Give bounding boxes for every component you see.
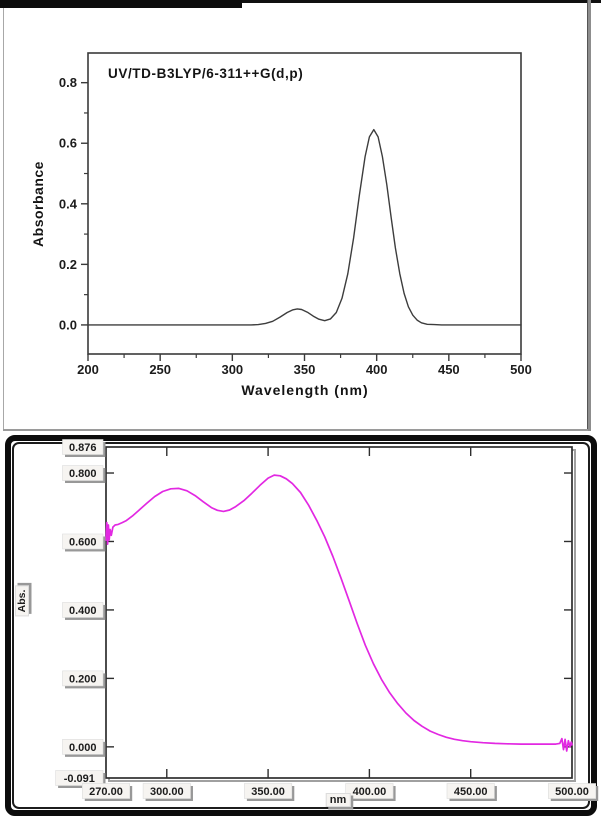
y-tick-label: 0.600 (69, 536, 97, 548)
x-tick-label: 350.00 (251, 786, 285, 798)
x-tick-label-box (446, 783, 495, 799)
y-tick-label: 0.0 (59, 317, 77, 332)
upper-panel-left-border (3, 8, 4, 431)
experimental-plot-box (105, 446, 573, 779)
spectrum-curve (87, 128, 522, 326)
y-tick-label: 0.6 (59, 136, 77, 151)
lower-chart-frame-inner-border (12, 442, 590, 809)
experimental-x-axis-label: nm (325, 793, 351, 807)
y-tick-label-box (62, 465, 104, 481)
y-tick-label-box (62, 602, 104, 618)
x-tick-label: 500 (510, 362, 532, 377)
theoretical-chart-title: UV/TD-B3LYP/6-311++G(d,p) (108, 66, 304, 81)
x-tick-label: 350 (294, 362, 316, 377)
x-tick-label: 400.00 (353, 786, 387, 798)
spectrum-curve (105, 474, 573, 752)
upper-panel-bottom-border (3, 429, 588, 431)
top-edge-line (0, 0, 601, 3)
y-tick-label: 0.2 (59, 257, 77, 272)
x-tick-label-box (345, 783, 394, 799)
y-tick-label-box (62, 670, 104, 687)
x-tick-label: 250 (149, 362, 171, 377)
y-tick-label: 0.4 (59, 196, 78, 211)
x-tick-label: 400 (366, 362, 388, 377)
theoretical-plot-box (87, 52, 522, 355)
x-tick-label: 450.00 (454, 786, 488, 798)
x-tick-label-box (142, 783, 191, 799)
y-tick-label: 0.200 (69, 673, 97, 685)
y-tick-label: 0.400 (69, 605, 97, 617)
y-tick-label: -0.091 (64, 773, 95, 785)
x-tick-label: 270.00 (89, 786, 123, 798)
top-left-black-bar (0, 0, 242, 8)
y-tick-label: 0.000 (69, 742, 97, 754)
x-tick-label: 500.00 (555, 786, 589, 798)
y-tick-label: 0.876 (69, 442, 97, 454)
experimental-y-axis-label: Abs. (15, 585, 29, 617)
x-tick-label: 200 (77, 362, 99, 377)
y-tick-label-box (62, 533, 104, 550)
y-tick-label-box (62, 439, 104, 455)
upper-panel-right-border (587, 0, 591, 431)
y-tick-label-box (62, 739, 104, 755)
y-tick-label-box (55, 770, 104, 786)
x-tick-label: 300.00 (150, 786, 184, 798)
x-tick-label-box (82, 783, 131, 799)
theoretical-x-axis-label: Wavelength (nm) (241, 382, 369, 398)
y-tick-label: 0.8 (59, 75, 77, 90)
theoretical-y-axis-label: Absorbance (30, 161, 46, 247)
x-tick-label: 450 (438, 362, 460, 377)
y-tick-label: 0.800 (69, 468, 97, 480)
x-tick-label-box (547, 783, 596, 799)
x-tick-label: 300 (221, 362, 243, 377)
x-tick-label-box (244, 783, 293, 799)
